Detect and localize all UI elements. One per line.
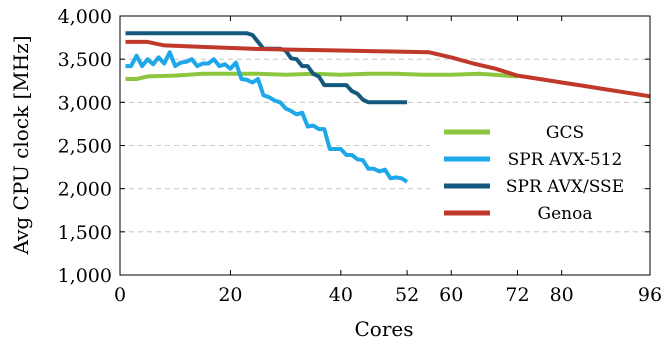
x-tick-label: 20 <box>218 284 242 306</box>
legend-label: SPR AVX-512 <box>508 150 623 170</box>
y-tick-label: 1,500 <box>58 222 112 244</box>
legend: GCS SPR AVX-512 SPR AVX/SSE Genoa <box>430 119 642 229</box>
x-axis-tick-labels: 0 20 40 52 60 72 80 96 <box>114 284 662 306</box>
y-tick-label: 3,000 <box>58 92 112 114</box>
y-axis-tick-labels: 1,000 1,500 2,000 2,500 3,000 3,500 4,000 <box>58 6 112 287</box>
axis-ticks <box>119 15 651 276</box>
x-tick-label: 80 <box>550 284 574 306</box>
y-axis-title: Avg CPU clock [MHz] <box>9 35 33 255</box>
y-tick-label: 2,500 <box>58 136 112 158</box>
x-axis-title: Cores <box>354 317 413 341</box>
x-tick-label: 0 <box>114 284 126 306</box>
y-tick-label: 3,500 <box>58 49 112 71</box>
series-line-genoa <box>125 39 651 99</box>
x-tick-label: 40 <box>329 284 353 306</box>
legend-label: Genoa <box>538 204 593 224</box>
series-line-spr-avx-sse <box>125 31 408 105</box>
x-tick-label: 72 <box>505 284 529 306</box>
legend-label: SPR AVX/SSE <box>506 177 624 197</box>
x-tick-label: 96 <box>638 284 662 306</box>
x-tick-label: 60 <box>439 284 463 306</box>
legend-label: GCS <box>546 123 584 143</box>
y-tick-label: 1,000 <box>58 265 112 287</box>
series-lines <box>125 31 651 184</box>
series-line-spr-avx-512 <box>125 50 409 184</box>
y-tick-label: 2,000 <box>58 179 112 201</box>
y-tick-label: 4,000 <box>58 6 112 28</box>
x-tick-label: 52 <box>395 284 419 306</box>
